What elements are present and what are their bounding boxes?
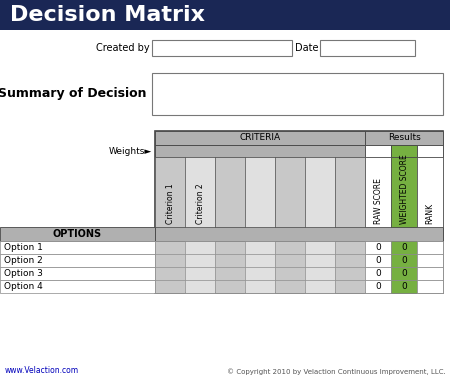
Bar (365, 267, 391, 280)
Bar (215, 267, 245, 280)
Bar (185, 254, 215, 267)
Bar (155, 145, 365, 157)
Text: Date: Date (294, 43, 318, 53)
Bar (275, 254, 305, 267)
Bar (305, 157, 335, 227)
Bar (215, 241, 245, 254)
Bar (185, 241, 215, 254)
Bar (155, 241, 185, 254)
Bar (215, 157, 245, 227)
Bar (417, 241, 443, 254)
Text: Weights►: Weights► (109, 147, 152, 155)
Text: www.Velaction.com: www.Velaction.com (5, 366, 79, 375)
Text: RANK: RANK (426, 203, 435, 224)
Text: 0: 0 (375, 269, 381, 278)
Text: Results: Results (388, 134, 420, 142)
Bar (155, 267, 185, 280)
Bar (185, 280, 215, 293)
Text: OPTIONS: OPTIONS (53, 229, 102, 239)
Bar (365, 131, 443, 145)
Bar (275, 267, 305, 280)
Bar (155, 157, 185, 227)
Bar (417, 157, 443, 227)
Bar (185, 157, 215, 227)
Bar (185, 267, 215, 280)
Bar (391, 280, 417, 293)
Bar (245, 241, 275, 254)
Bar (391, 254, 417, 267)
Bar (335, 280, 365, 293)
Text: Option 3: Option 3 (4, 269, 43, 278)
Text: Created by: Created by (96, 43, 150, 53)
Text: WEIGHTED SCORE: WEIGHTED SCORE (400, 154, 409, 224)
Bar (335, 254, 365, 267)
Bar (152, 73, 443, 115)
Text: Option 4: Option 4 (4, 282, 43, 291)
Text: Criterion 1: Criterion 1 (166, 183, 175, 224)
Bar (417, 280, 443, 293)
Bar (245, 254, 275, 267)
Bar (320, 40, 415, 56)
Bar (0, 254, 155, 267)
Bar (365, 280, 391, 293)
Text: 0: 0 (401, 282, 407, 291)
Bar (0, 267, 155, 280)
Text: Option 2: Option 2 (4, 256, 43, 265)
Text: 0: 0 (401, 269, 407, 278)
Text: Criterion 2: Criterion 2 (196, 183, 205, 224)
Bar (245, 280, 275, 293)
Bar (0, 280, 155, 293)
Bar (155, 131, 365, 145)
Bar (365, 254, 391, 267)
Bar (391, 267, 417, 280)
Bar (0, 227, 155, 241)
Bar (245, 267, 275, 280)
Bar (391, 145, 417, 157)
Bar (155, 227, 443, 241)
Text: CRITERIA: CRITERIA (239, 134, 281, 142)
Bar (275, 241, 305, 254)
Text: 0: 0 (375, 243, 381, 252)
Text: 0: 0 (401, 243, 407, 252)
Bar (155, 254, 185, 267)
Bar (305, 254, 335, 267)
Bar (391, 157, 417, 227)
Bar (215, 254, 245, 267)
Bar (335, 241, 365, 254)
Text: Option 1: Option 1 (4, 243, 43, 252)
Bar (155, 280, 185, 293)
Text: © Copyright 2010 by Velaction Continuous Improvement, LLC.: © Copyright 2010 by Velaction Continuous… (227, 368, 446, 375)
Bar (152, 40, 292, 56)
Bar (0, 0, 450, 30)
Bar (365, 145, 391, 157)
Bar (391, 241, 417, 254)
Bar (0, 241, 155, 254)
Bar (215, 280, 245, 293)
Bar (335, 157, 365, 227)
Bar (275, 280, 305, 293)
Text: RAW SCORE: RAW SCORE (374, 178, 382, 224)
Bar (155, 131, 443, 293)
Bar (365, 241, 391, 254)
Bar (417, 254, 443, 267)
Bar (275, 157, 305, 227)
Bar (245, 157, 275, 227)
Bar (305, 241, 335, 254)
Text: 0: 0 (401, 256, 407, 265)
Bar (305, 267, 335, 280)
Bar (417, 145, 443, 157)
Text: 0: 0 (375, 282, 381, 291)
Text: Decision Matrix: Decision Matrix (10, 5, 205, 25)
Bar (417, 267, 443, 280)
Bar (305, 280, 335, 293)
Bar (365, 157, 391, 227)
Text: 0: 0 (375, 256, 381, 265)
Text: Summary of Decision: Summary of Decision (0, 87, 147, 100)
Bar (335, 267, 365, 280)
